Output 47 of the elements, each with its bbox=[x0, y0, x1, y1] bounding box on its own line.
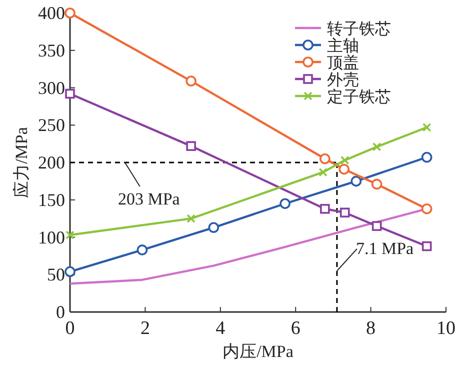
point bbox=[66, 230, 74, 240]
point bbox=[421, 203, 432, 214]
legend-label: 外壳 bbox=[327, 71, 359, 89]
point bbox=[136, 244, 148, 256]
y-tick-label: 350 bbox=[38, 40, 65, 60]
annotation: 203 MPa bbox=[118, 190, 180, 208]
y-tick-label: 200 bbox=[38, 152, 65, 172]
legend-label: 定子铁芯 bbox=[327, 88, 391, 106]
x-axis-title: 内压/MPa bbox=[222, 342, 294, 361]
y-tick-label: 400 bbox=[38, 3, 65, 23]
point bbox=[208, 222, 220, 233]
y-tick-label: 0 bbox=[56, 302, 65, 322]
point bbox=[64, 8, 76, 18]
point bbox=[186, 214, 196, 223]
point bbox=[318, 168, 328, 177]
legend-label: 顶盖 bbox=[327, 54, 359, 72]
y-axis-title: 应力/MPa bbox=[12, 126, 31, 198]
point bbox=[422, 241, 432, 252]
y-tick-label: 250 bbox=[38, 115, 65, 136]
x-tick-label: 10 bbox=[436, 318, 456, 339]
point bbox=[64, 266, 76, 278]
point bbox=[186, 76, 196, 86]
point bbox=[372, 142, 382, 152]
legend-label: 转子铁芯 bbox=[327, 20, 391, 38]
point bbox=[280, 198, 290, 210]
y-tick-label: 150 bbox=[38, 190, 65, 210]
point bbox=[320, 204, 330, 214]
point bbox=[338, 164, 350, 175]
point bbox=[186, 141, 196, 151]
point bbox=[371, 178, 382, 190]
point bbox=[340, 208, 350, 218]
point bbox=[372, 221, 382, 231]
x-tick-label: 6 bbox=[290, 318, 300, 339]
point bbox=[350, 176, 362, 187]
point bbox=[340, 156, 350, 165]
y-tick-label: 50 bbox=[47, 264, 65, 285]
annotation: 7.1 MPa bbox=[356, 238, 414, 258]
point bbox=[422, 122, 432, 132]
legend-label: 主轴 bbox=[327, 37, 359, 55]
x-tick-label: 4 bbox=[216, 318, 226, 339]
x-tick-label: 2 bbox=[140, 318, 150, 339]
point bbox=[65, 88, 75, 99]
y-tick-label: 100 bbox=[38, 227, 65, 248]
point bbox=[320, 153, 330, 164]
x-tick-label: 8 bbox=[366, 318, 376, 339]
y-tick-label: 300 bbox=[38, 78, 65, 98]
point bbox=[421, 152, 432, 163]
